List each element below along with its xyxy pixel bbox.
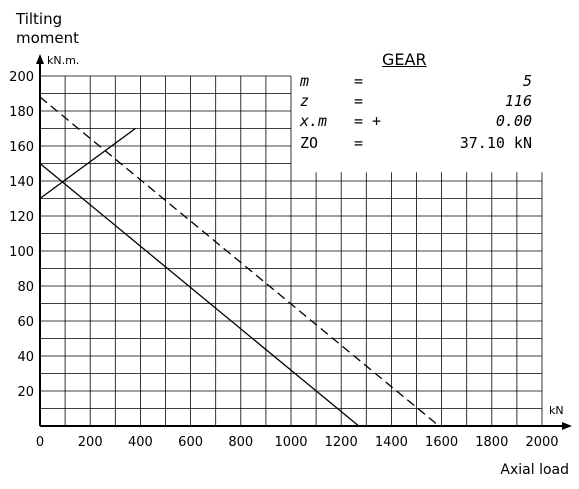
y-tick-label: 40 bbox=[17, 350, 34, 365]
param-row-z: z = 116 bbox=[298, 92, 538, 112]
x-tick-label: 400 bbox=[128, 435, 153, 450]
y-tick-label: 100 bbox=[9, 245, 34, 260]
y-tick-label: 140 bbox=[9, 175, 34, 190]
param-value: 0.00 bbox=[495, 112, 532, 130]
param-equals: = bbox=[354, 72, 364, 90]
y-unit-label: kN.m. bbox=[47, 54, 79, 67]
param-name: z bbox=[300, 92, 310, 110]
x-tick-label: 2000 bbox=[525, 435, 558, 450]
x-tick-label: 1600 bbox=[425, 435, 458, 450]
param-row-m: m = 5 bbox=[298, 72, 538, 92]
param-equals: = bbox=[354, 134, 364, 152]
param-equals: = + bbox=[354, 112, 382, 130]
param-value: 116 bbox=[504, 92, 532, 110]
series-line-2 bbox=[39, 96, 440, 427]
gear-title: GEAR bbox=[382, 50, 427, 69]
y-tick-label: 160 bbox=[9, 140, 34, 155]
tick-labels: 0 200 400 600 800 1000 1200 1400 1600 1800 2000 20 4… bbox=[9, 54, 563, 450]
param-equals: = bbox=[354, 92, 364, 110]
axes bbox=[36, 54, 572, 430]
x-tick-label: 1000 bbox=[274, 435, 307, 450]
x-axis-arrow bbox=[562, 422, 572, 430]
param-name: m bbox=[300, 72, 310, 90]
y-tick-label: 120 bbox=[9, 210, 34, 225]
x-axis-title: Axial load bbox=[500, 462, 569, 478]
y-tick-label: 20 bbox=[17, 385, 34, 400]
y-tick-label: 80 bbox=[17, 280, 34, 295]
y-tick-label: 180 bbox=[9, 105, 34, 120]
grid bbox=[40, 75, 543, 426]
param-row-zo: ZO = 37.10 kN bbox=[298, 134, 538, 154]
x-unit-label: kN bbox=[549, 404, 564, 417]
param-name: ZO bbox=[300, 134, 319, 152]
series-line-1 bbox=[39, 162, 360, 427]
x-tick-label: 1800 bbox=[475, 435, 508, 450]
y-tick-label: 200 bbox=[9, 70, 34, 85]
y-axis-title: Tilting moment bbox=[16, 10, 80, 47]
x-tick-label: 600 bbox=[178, 435, 203, 450]
x-tick-label: 0 bbox=[36, 435, 44, 450]
param-value: 5 bbox=[522, 72, 532, 90]
y-axis-arrow bbox=[36, 54, 44, 64]
x-tick-label: 1200 bbox=[325, 435, 358, 450]
x-tick-label: 1400 bbox=[375, 435, 408, 450]
param-row-xm: x.m = + 0.00 bbox=[298, 112, 538, 132]
y-tick-label: 60 bbox=[17, 315, 34, 330]
series-lines bbox=[39, 96, 440, 427]
x-tick-label: 800 bbox=[228, 435, 253, 450]
param-name: x.m bbox=[300, 112, 328, 130]
series-line-3 bbox=[39, 127, 136, 200]
param-value: 37.10 kN bbox=[459, 134, 532, 152]
x-tick-label: 200 bbox=[78, 435, 103, 450]
